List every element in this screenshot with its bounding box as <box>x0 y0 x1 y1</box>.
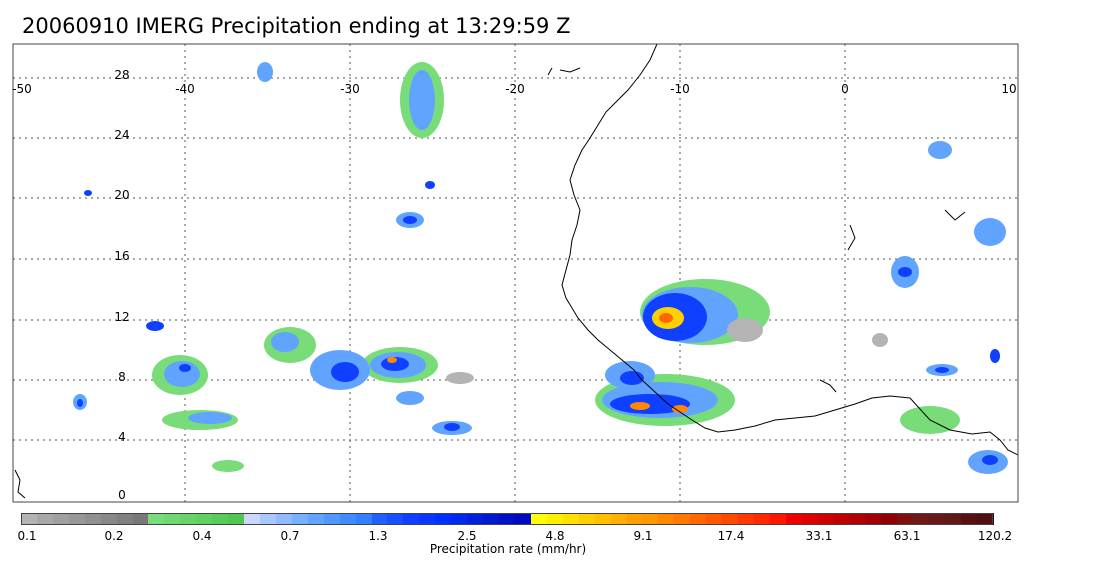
lat-label: 8 <box>118 370 126 384</box>
lat-label: 24 <box>114 128 129 142</box>
lon-label: -30 <box>340 82 360 96</box>
lat-label: 20 <box>114 188 129 202</box>
lat-label: 16 <box>114 249 129 263</box>
colorbar-tick-label: 4.8 <box>545 529 565 543</box>
colorbar-tick-label: 120.2 <box>977 529 1013 543</box>
colorbar-tick-label: 2.5 <box>457 529 477 543</box>
lon-label: 10 <box>1001 82 1016 96</box>
lon-label: -40 <box>175 82 195 96</box>
lat-label: 4 <box>118 430 126 444</box>
colorbar-tick-label: 0.2 <box>104 529 124 543</box>
lon-label: -50 <box>12 82 32 96</box>
lat-label: 28 <box>114 68 129 82</box>
map-frame <box>12 43 1019 503</box>
colorbar-tick-label: 9.1 <box>633 529 653 543</box>
colorbar-tick-label: 63.1 <box>893 529 921 543</box>
coastline <box>14 44 1018 499</box>
colorbar-tick-label: 33.1 <box>805 529 833 543</box>
lon-label: -10 <box>670 82 690 96</box>
colorbar-cell <box>977 513 995 525</box>
lon-label: 0 <box>841 82 849 96</box>
colorbar-tick-label: 1.3 <box>368 529 388 543</box>
colorbar-tick-label: 17.4 <box>717 529 745 543</box>
colorbar-frame <box>21 513 993 525</box>
colorbar-tick-label: 0.7 <box>280 529 300 543</box>
graticule <box>13 44 1018 502</box>
colorbar-title: Precipitation rate (mm/hr) <box>429 542 587 556</box>
map-title: 20060910 IMERG Precipitation ending at 1… <box>22 14 571 38</box>
colorbar-tick-label: 0.1 <box>17 529 37 543</box>
precipitation-overlay <box>73 62 1008 474</box>
colorbar-tick-label: 0.4 <box>192 529 212 543</box>
lon-label: -20 <box>505 82 525 96</box>
lat-label: 0 <box>118 488 126 502</box>
lat-label: 12 <box>114 310 129 324</box>
